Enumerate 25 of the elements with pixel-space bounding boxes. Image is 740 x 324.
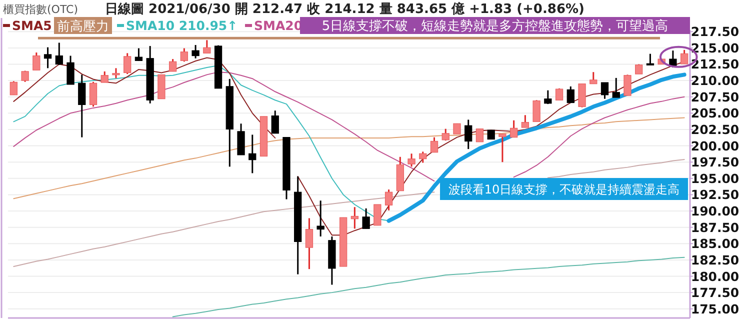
y-tick-label: 215.00 xyxy=(690,40,740,56)
y-tick-label: 207.50 xyxy=(690,89,740,104)
y-tick-label: 197.50 xyxy=(690,154,740,170)
y-tick-label: 190.00 xyxy=(690,204,740,219)
y-tick-label: 182.50 xyxy=(690,252,740,268)
chart-title: 櫃買指數(OTC) xyxy=(3,3,78,16)
y-tick-label: 217.50 xyxy=(690,24,740,40)
chart-subtitle: 日線圖 2021/06/30 開 212.47 收 214.12 量 843.65 億 +1.83 (+0.86%) xyxy=(105,1,584,17)
y-tick-label: 192.50 xyxy=(690,187,740,202)
ref-line-label: 前高壓力 xyxy=(57,18,109,34)
y-tick-label: 200.00 xyxy=(690,138,740,154)
annotation: 5日線支撐不破，短線走勢就是多方控盤進攻態勢，可望過高 xyxy=(322,18,668,34)
y-tick-label: 195.00 xyxy=(690,170,740,186)
y-tick-label: 205.00 xyxy=(690,106,740,121)
y-tick-label: 212.50 xyxy=(690,56,740,72)
annotation: 波段看10日線支撐，不破就是持續震盪走高 xyxy=(448,182,680,196)
y-tick-label: 177.50 xyxy=(690,285,740,300)
annotation: 5日線支撐不破，短線走勢就是多方控盤進攻態勢，可望過高 xyxy=(300,17,690,34)
y-tick-label: 210.00 xyxy=(690,73,740,88)
y-tick-label: 202.50 xyxy=(690,122,740,137)
y-tick-label: 187.50 xyxy=(690,220,740,235)
annotation: 波段看10日線支撐，不破就是持續震盪走高 xyxy=(440,178,688,200)
y-tick-label: 175.00 xyxy=(690,301,740,316)
y-tick-label: 180.00 xyxy=(690,268,740,284)
y-tick-label: 185.00 xyxy=(690,236,740,252)
